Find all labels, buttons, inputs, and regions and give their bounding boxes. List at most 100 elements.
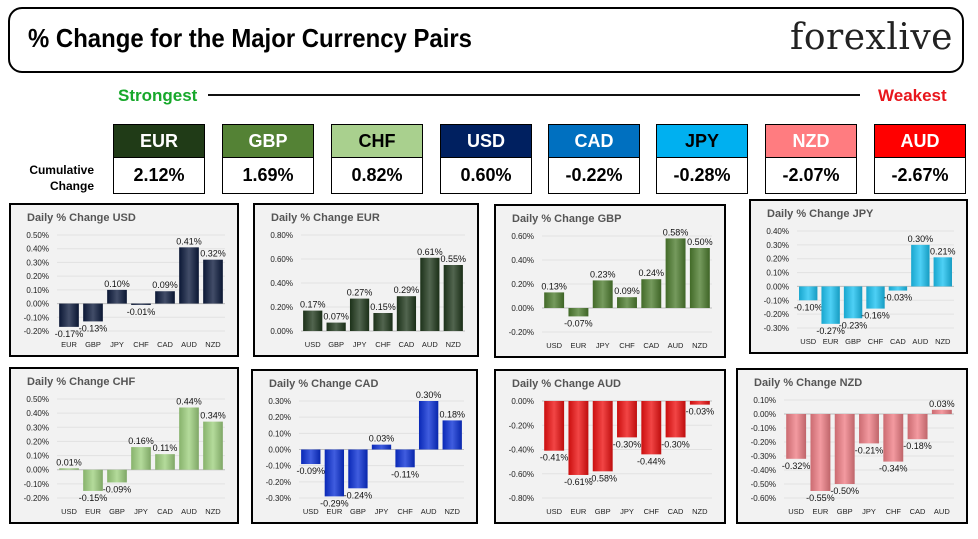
data-label: -0.27%	[816, 326, 845, 336]
x-tick-label: EUR	[571, 507, 587, 516]
data-label: -0.61%	[564, 477, 593, 487]
x-tick-label: GBP	[837, 507, 853, 516]
y-tick-label: 0.50%	[26, 231, 49, 240]
bar-chart-svg: Daily % Change USD -0.20% -0.10% 0.00% 0.10%…	[24, 212, 226, 349]
data-label: 0.24%	[639, 268, 665, 278]
y-tick-label: 0.20%	[26, 272, 49, 281]
x-tick-label: AUD	[181, 507, 197, 516]
x-tick-label: CHF	[375, 340, 391, 349]
x-tick-label: GBP	[85, 340, 101, 349]
bar	[883, 414, 904, 462]
x-tick-label: JPY	[110, 340, 124, 349]
x-tick-label: GBP	[328, 340, 344, 349]
ranking-divider-line	[208, 94, 860, 96]
y-tick-label: 0.10%	[268, 429, 291, 438]
y-tick-label: 0.00%	[511, 397, 534, 406]
bar	[617, 401, 637, 438]
x-tick-label: JPY	[353, 340, 367, 349]
data-label: -0.03%	[884, 293, 913, 303]
currency-box-6: JPY -0.28%	[656, 124, 748, 196]
data-label: 0.03%	[369, 434, 395, 444]
data-label: 0.07%	[323, 312, 349, 322]
bar	[911, 244, 930, 287]
y-tick-label: 0.40%	[766, 227, 789, 236]
data-label: 0.15%	[370, 302, 396, 312]
chart-title: Daily % Change CHF	[27, 376, 135, 388]
y-tick-label: 0.40%	[26, 409, 49, 418]
bar	[418, 401, 439, 450]
y-tick-label: 0.20%	[26, 437, 49, 446]
x-tick-label: EUR	[326, 507, 342, 516]
bar	[821, 286, 840, 324]
data-label: 0.09%	[614, 286, 640, 296]
data-label: -0.55%	[806, 493, 835, 503]
bar	[810, 414, 831, 491]
chart-panel-nzd: Daily % Change NZD -0.60% -0.50% -0.40% -0.3…	[736, 368, 968, 524]
x-tick-label: USD	[303, 507, 319, 516]
x-tick-label: USD	[61, 507, 77, 516]
data-label: -0.30%	[661, 439, 690, 449]
data-label: -0.03%	[686, 407, 715, 417]
bar	[568, 308, 589, 317]
header-box: % Change for the Major Currency Pairs fo…	[8, 7, 964, 73]
data-label: -0.10%	[794, 302, 823, 312]
bar	[641, 279, 662, 308]
bar	[83, 303, 103, 322]
y-tick-label: 0.20%	[511, 280, 534, 289]
x-tick-label: NZD	[446, 340, 462, 349]
bar	[689, 248, 710, 308]
x-tick-label: EUR	[61, 340, 77, 349]
currency-box-1: EUR 2.12%	[113, 124, 205, 196]
data-label: 0.34%	[200, 411, 226, 421]
y-tick-label: 0.00%	[511, 304, 534, 313]
chart-title: Daily % Change EUR	[271, 212, 380, 224]
bar	[179, 247, 199, 304]
data-label: -0.07%	[564, 318, 593, 328]
y-tick-label: 0.20%	[270, 303, 293, 312]
currency-cumulative-value: 2.12%	[113, 158, 205, 194]
y-tick-label: 0.40%	[511, 256, 534, 265]
y-tick-label: 0.30%	[26, 423, 49, 432]
bar	[371, 444, 392, 450]
y-tick-label: -0.50%	[751, 480, 776, 489]
data-label: 0.41%	[176, 236, 202, 246]
x-tick-label: CAD	[399, 340, 415, 349]
x-tick-label: NZD	[935, 337, 951, 346]
brand-logo: forexlive	[790, 17, 953, 58]
data-label: 0.30%	[908, 234, 934, 244]
chart-panel-cad: Daily % Change CAD -0.30% -0.20% -0.10% 0.00…	[251, 369, 478, 524]
currency-box-8: AUD -2.67%	[874, 124, 966, 196]
y-tick-label: -0.10%	[764, 296, 789, 305]
bar	[544, 401, 565, 451]
currency-box-5: CAD -0.22%	[548, 124, 640, 196]
bar	[203, 259, 223, 304]
x-tick-label: NZD	[205, 507, 221, 516]
bar	[834, 414, 855, 484]
bar	[641, 401, 662, 455]
bar	[443, 265, 463, 331]
currency-box-3: CHF 0.82%	[331, 124, 423, 196]
bar	[592, 280, 613, 308]
chart-panel-usd: Daily % Change USD -0.20% -0.10% 0.00% 0.10%…	[9, 203, 239, 357]
y-tick-label: -0.20%	[24, 327, 49, 336]
x-tick-label: NZD	[692, 341, 708, 350]
currency-box-2: GBP 1.69%	[222, 124, 314, 196]
data-label: 0.29%	[394, 285, 420, 295]
bar	[931, 409, 952, 414]
data-label: -0.32%	[782, 461, 811, 471]
x-tick-label: USD	[305, 340, 321, 349]
data-label: 0.21%	[930, 246, 956, 256]
y-tick-label: 0.00%	[270, 327, 293, 336]
y-tick-label: -0.10%	[751, 424, 776, 433]
y-tick-label: -0.40%	[509, 446, 534, 455]
y-tick-label: 0.30%	[26, 258, 49, 267]
data-label: 0.27%	[347, 288, 373, 298]
data-label: 0.11%	[153, 443, 178, 453]
y-tick-label: -0.20%	[509, 328, 534, 337]
x-tick-label: CAD	[157, 507, 173, 516]
currency-box-7: NZD -2.07%	[765, 124, 857, 196]
data-label: 0.50%	[687, 237, 713, 247]
x-tick-label: GBP	[845, 337, 861, 346]
x-tick-label: EUR	[813, 507, 829, 516]
bar	[395, 449, 415, 468]
